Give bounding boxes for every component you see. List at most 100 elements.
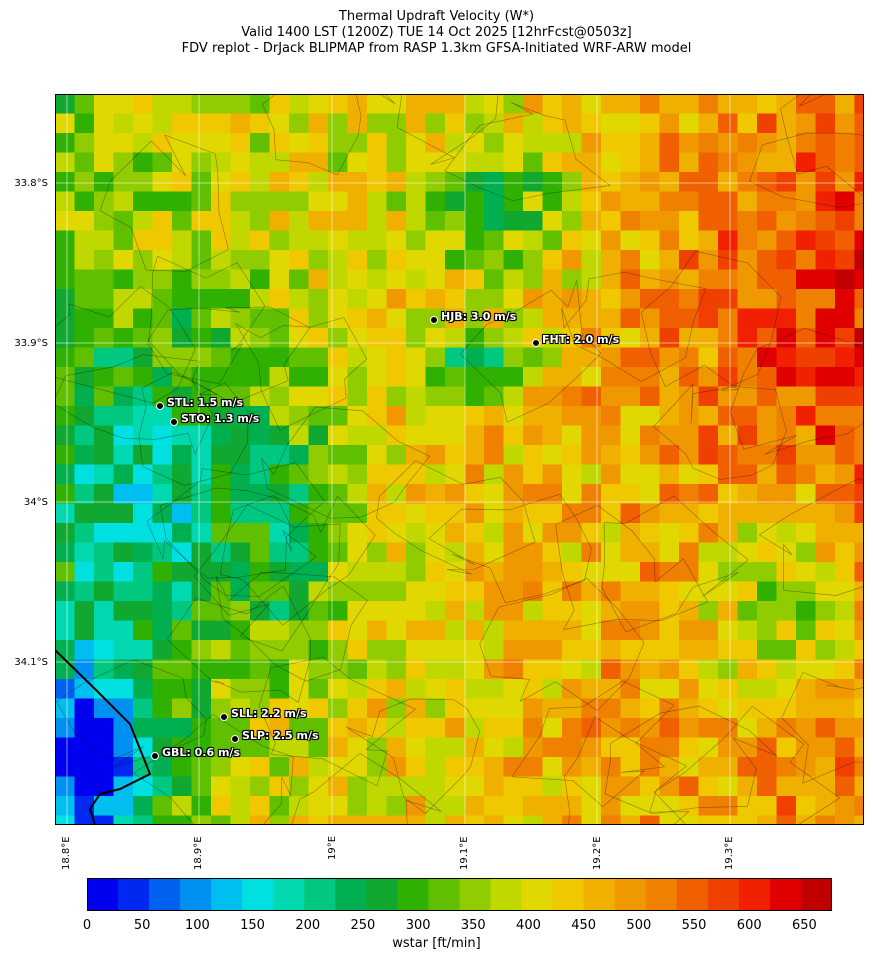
- wstar-cell: [172, 367, 192, 387]
- wstar-cell: [601, 406, 621, 426]
- wstar-cell: [113, 737, 134, 758]
- colorbar-tick-label: 0: [82, 918, 92, 933]
- wstar-cell: [523, 776, 543, 797]
- lon-label-18-8: 18.8°E: [61, 836, 72, 870]
- wstar-cell: [659, 113, 680, 134]
- wstar-cell: [854, 562, 864, 582]
- wstar-cell: [757, 269, 777, 290]
- wstar-cell: [835, 698, 855, 719]
- wstar-cell: [737, 659, 758, 680]
- wstar-cell: [659, 250, 680, 270]
- terrain-contour: [444, 102, 611, 202]
- wstar-cell: [523, 815, 543, 825]
- wstar-cell: [367, 172, 387, 192]
- wstar-cell: [601, 601, 621, 621]
- station-label-slp: SLP: 2.5 m/s: [242, 729, 319, 742]
- wstar-cell: [55, 133, 75, 153]
- wstar-cell: [211, 133, 231, 153]
- wstar-cell: [854, 94, 864, 114]
- wstar-cell: [347, 737, 368, 758]
- wstar-cell: [464, 386, 485, 407]
- wstar-cell: [659, 445, 680, 465]
- wstar-cell: [581, 601, 602, 621]
- wstar-cell: [367, 562, 387, 582]
- wstar-cell: [269, 211, 290, 231]
- wstar-cell: [308, 172, 329, 192]
- wstar-cell: [445, 776, 465, 797]
- wstar-cell: [269, 562, 290, 582]
- wstar-cell: [854, 211, 864, 231]
- wstar-cell: [211, 269, 231, 290]
- wstar-cell: [113, 289, 134, 309]
- wstar-cell: [289, 464, 309, 485]
- wstar-cell: [230, 698, 251, 719]
- wstar-cell: [601, 289, 621, 309]
- wstar-cell: [601, 484, 621, 504]
- wstar-cell: [328, 562, 348, 582]
- wstar-cell: [581, 620, 602, 641]
- wstar-cell: [250, 718, 270, 738]
- wstar-cell: [757, 94, 777, 114]
- wstar-cell: [172, 776, 192, 797]
- wstar-cell: [113, 659, 134, 680]
- wstar-cell: [367, 152, 387, 173]
- wstar-cell: [347, 503, 368, 524]
- lon-label-19-2: 19.2°E: [592, 836, 603, 870]
- wstar-cell: [172, 698, 192, 719]
- wstar-cell: [620, 445, 641, 465]
- colorbar-tick-label: 350: [460, 918, 486, 933]
- wstar-cell: [815, 484, 836, 504]
- wstar-cell: [113, 425, 134, 446]
- wstar-cell: [523, 191, 543, 212]
- wstar-cell: [94, 796, 114, 816]
- wstar-cell: [776, 562, 797, 582]
- wstar-cell: [230, 386, 251, 407]
- terrain-contour: [564, 716, 690, 825]
- wstar-cell: [464, 484, 485, 504]
- wstar-cell: [542, 289, 563, 309]
- wstar-cell: [601, 230, 621, 251]
- wstar-cell: [542, 698, 563, 719]
- wstar-cell: [484, 250, 504, 270]
- wstar-cell: [581, 211, 602, 231]
- wstar-cell: [308, 562, 329, 582]
- wstar-cell: [737, 289, 758, 309]
- station-marker-stl: [156, 402, 164, 410]
- wstar-cell: [620, 269, 641, 290]
- terrain-contour: [132, 714, 294, 825]
- wstar-cell: [737, 386, 758, 407]
- wstar-cell: [152, 230, 173, 251]
- wstar-cell: [113, 620, 134, 641]
- terrain-contour: [55, 354, 214, 456]
- wstar-cell: [94, 757, 114, 777]
- wstar-cell: [503, 308, 524, 329]
- wstar-cell: [796, 815, 816, 825]
- wstar-cell: [698, 269, 719, 290]
- wstar-cell: [484, 113, 504, 134]
- wstar-cell: [718, 308, 738, 329]
- wstar-cell: [250, 562, 270, 582]
- wstar-cell: [757, 386, 777, 407]
- wstar-cell: [191, 737, 212, 758]
- wstar-cell: [211, 542, 231, 563]
- wstar-cell: [211, 308, 231, 329]
- wstar-cell: [737, 172, 758, 192]
- wstar-cell: [406, 308, 426, 329]
- wstar-cell: [698, 698, 719, 719]
- colorbar-tick-label: 450: [571, 918, 597, 933]
- wstar-cell: [581, 289, 602, 309]
- wstar-cell: [133, 776, 153, 797]
- wstar-cell: [815, 679, 836, 699]
- wstar-cell: [659, 503, 680, 524]
- wstar-cell: [250, 815, 270, 825]
- terrain-contour: [511, 680, 675, 808]
- wstar-cell: [289, 601, 309, 621]
- colorbar-swatch: [521, 878, 554, 911]
- wstar-cell: [191, 94, 212, 114]
- wstar-cell: [367, 367, 387, 387]
- wstar-cell: [152, 347, 173, 368]
- wstar-cell: [562, 152, 582, 173]
- wstar-cell: [94, 191, 114, 212]
- wstar-cell: [698, 796, 719, 816]
- wstar-cell: [523, 796, 543, 816]
